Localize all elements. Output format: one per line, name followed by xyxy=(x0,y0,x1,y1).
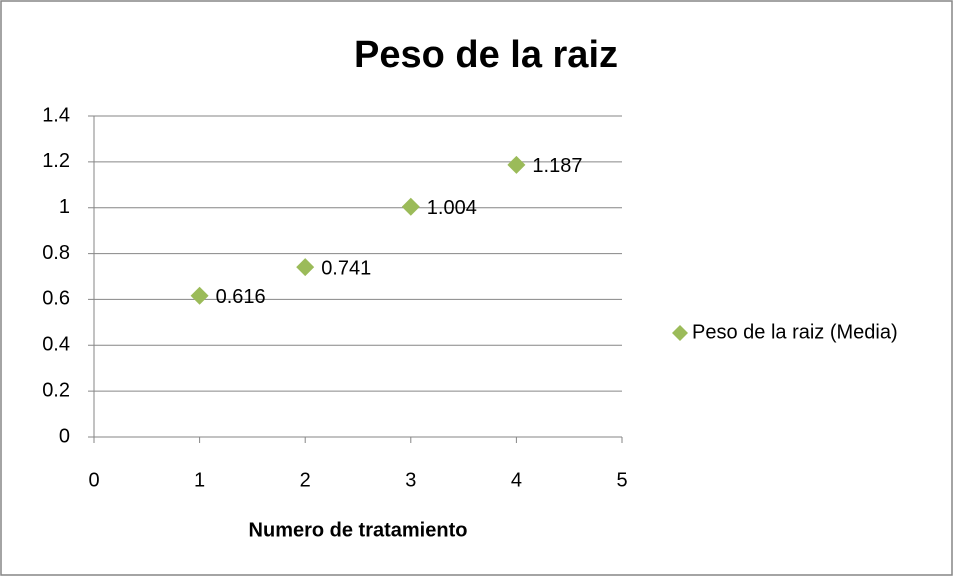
x-tick-label: 3 xyxy=(405,469,416,491)
chart-title: Peso de la raiz xyxy=(354,34,618,76)
x-tick-label: 0 xyxy=(88,469,99,491)
y-tick-label: 1.4 xyxy=(42,104,70,126)
y-tick-label: 0 xyxy=(59,425,70,447)
x-axis-label: Numero de tratamiento xyxy=(249,519,468,541)
y-tick-label: 1 xyxy=(59,196,70,218)
y-tick-label: 0.8 xyxy=(42,242,70,264)
data-label: 1.004 xyxy=(427,197,477,219)
marker xyxy=(296,258,315,277)
x-tick-label: 2 xyxy=(300,469,311,491)
y-tick-label: 0.2 xyxy=(42,379,70,401)
legend-marker xyxy=(672,325,688,341)
x-tick-label: 5 xyxy=(616,469,627,491)
y-tick-label: 1.2 xyxy=(42,150,70,172)
y-tick-label: 0.4 xyxy=(42,334,70,356)
x-tick-label: 4 xyxy=(511,469,522,491)
data-label: 1.187 xyxy=(532,155,582,177)
y-tick-label: 0.6 xyxy=(42,288,70,310)
marker xyxy=(507,155,526,174)
data-label: 0.616 xyxy=(216,286,266,308)
marker xyxy=(401,197,420,216)
x-tick-label: 1 xyxy=(194,469,205,491)
data-label: 0.741 xyxy=(321,257,371,279)
marker xyxy=(190,286,209,305)
legend-label: Peso de la raiz (Media) xyxy=(692,321,898,343)
